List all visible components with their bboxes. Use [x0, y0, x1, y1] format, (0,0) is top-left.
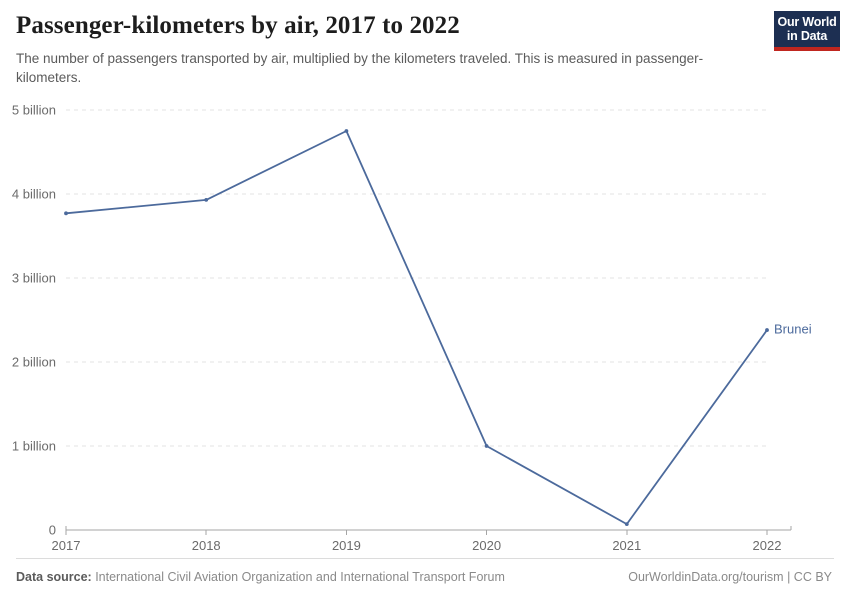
y-axis-tick-label: 2 billion: [12, 355, 56, 370]
x-axis-tick-label: 2017: [52, 538, 81, 552]
y-axis-tick-labels: 0 1 billion 2 billion 3 billion 4 billion 5 b…: [12, 103, 56, 538]
data-series[interactable]: [64, 129, 769, 527]
chart-plot-area[interactable]: 0 1 billion 2 billion 3 billion 4 billion 5 b…: [0, 96, 850, 553]
x-axis-tick-label: 2019: [332, 538, 361, 552]
y-axis-tick-label: 4 billion: [12, 187, 56, 202]
data-point[interactable]: [204, 197, 209, 202]
series-end-labels[interactable]: Brunei: [774, 322, 812, 337]
y-axis-tick-label: 3 billion: [12, 271, 56, 286]
data-point[interactable]: [484, 444, 489, 448]
y-axis-tick-label: 1 billion: [12, 439, 56, 454]
data-point[interactable]: [64, 211, 68, 216]
x-axis-tick-label: 2022: [753, 538, 782, 552]
attribution-link[interactable]: OurWorldinData.org/tourism | CC BY: [628, 570, 832, 584]
data-source-value: International Civil Aviation Organizatio…: [91, 570, 505, 584]
y-axis-tick-label: 0: [49, 523, 56, 538]
data-source-label: Data source:: [16, 570, 92, 584]
x-axis-tick-label: 2021: [612, 538, 641, 552]
x-axis: [65, 526, 792, 535]
x-axis-tick-labels: 2017 2018 2019 2020 2021 2022: [52, 538, 782, 552]
data-point[interactable]: [344, 129, 349, 133]
line-chart-svg[interactable]: 0 1 billion 2 billion 3 billion 4 billion 5 b…: [0, 96, 850, 553]
data-source-text: Data source: International Civil Aviatio…: [16, 570, 505, 584]
footer-divider: [16, 558, 834, 559]
x-axis-tick-label: 2018: [192, 538, 221, 552]
data-point[interactable]: [765, 328, 769, 332]
series-label-brunei[interactable]: Brunei: [774, 322, 812, 337]
chart-footer: Data source: International Civil Aviatio…: [16, 566, 834, 588]
gridlines: [66, 109, 767, 447]
chart-header: Passenger-kilometers by air, 2017 to 202…: [16, 12, 756, 87]
logo-line-1: Our World: [777, 15, 837, 29]
our-world-in-data-logo[interactable]: Our World in Data: [774, 11, 840, 51]
data-point[interactable]: [624, 522, 629, 527]
x-axis-tick-label: 2020: [472, 538, 501, 552]
page-title: Passenger-kilometers by air, 2017 to 202…: [16, 12, 460, 39]
logo-line-2: in Data: [786, 29, 828, 43]
chart-subtitle: The number of passengers transported by …: [16, 50, 704, 85]
y-axis-tick-label: 5 billion: [12, 103, 56, 118]
series-line-brunei[interactable]: [65, 130, 768, 526]
